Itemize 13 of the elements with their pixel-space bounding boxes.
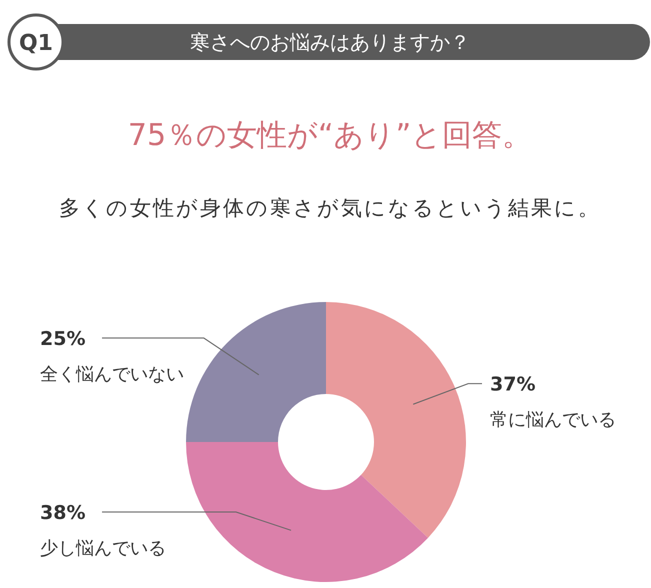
chart-title: 寒さへのお悩みはありますか？ <box>190 30 470 54</box>
slice-label: 全く悩んでいない <box>40 364 184 386</box>
chart-subtitle: 75％の女性が“あり”と回答。 <box>128 118 532 153</box>
slice-label: 常に悩んでいる <box>490 410 616 431</box>
text: 多くの女性が身体の寒さが気になるという結果に。 <box>59 196 601 220</box>
text: Q1 <box>18 31 54 56</box>
donut-slice <box>186 302 326 442</box>
donut-slice <box>326 302 466 538</box>
donut-slice <box>186 442 428 582</box>
slice-label: 少し悩んでいる <box>40 538 166 559</box>
data-label: 38% <box>40 502 86 524</box>
data-label: 37% <box>490 374 536 396</box>
data-label: 25% <box>40 328 86 350</box>
